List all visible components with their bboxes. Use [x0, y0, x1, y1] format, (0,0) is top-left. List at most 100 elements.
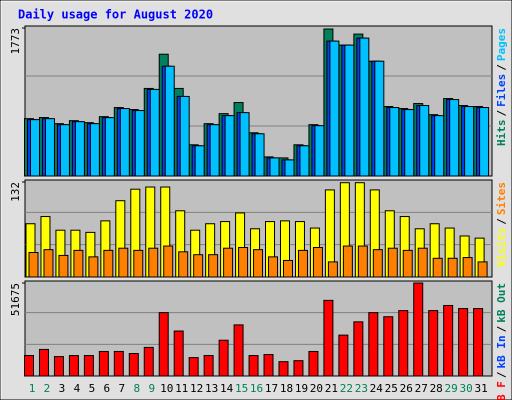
bar: [89, 123, 100, 177]
bar: [344, 44, 355, 177]
x-tick-label: 1: [29, 382, 36, 395]
bar: [389, 107, 400, 177]
bar: [342, 245, 353, 278]
x-tick-label: 27: [415, 382, 428, 395]
bar: [278, 361, 289, 377]
bar: [113, 350, 124, 377]
legend-separator: /: [495, 218, 508, 225]
bar: [477, 261, 488, 278]
legend-entry: kB Out: [495, 283, 508, 323]
bar: [312, 246, 323, 278]
bar: [239, 112, 250, 177]
bar: [413, 282, 424, 377]
bar: [194, 145, 205, 177]
bar: [179, 95, 190, 177]
bar: [203, 355, 214, 377]
bar: [458, 308, 469, 377]
legend-entry: Files: [495, 74, 508, 107]
x-tick-label: 19: [295, 382, 308, 395]
bar: [233, 324, 244, 377]
bar: [404, 109, 415, 177]
x-tick-label: 7: [119, 382, 126, 395]
bar: [447, 257, 458, 278]
bar: [44, 118, 55, 177]
bar: [253, 249, 264, 278]
bar: [462, 257, 473, 278]
bar: [119, 108, 130, 177]
x-tick-label: 12: [190, 382, 203, 395]
bar: [133, 249, 144, 278]
legend-entry: kB F: [495, 381, 508, 400]
x-tick-label: 13: [205, 382, 218, 395]
x-tick-label: 5: [89, 382, 96, 395]
bar: [383, 316, 394, 377]
x-tick-label: 24: [370, 382, 384, 395]
bar: [98, 350, 109, 377]
x-tick-label: 25: [385, 382, 398, 395]
x-tick-label: 6: [104, 382, 111, 395]
bar: [473, 308, 484, 377]
bar: [419, 105, 430, 177]
x-tick-label: 2: [44, 382, 51, 395]
legend-entry: Pages: [495, 28, 508, 61]
legend: Hits / Files / Pages: [495, 28, 508, 146]
bar: [104, 117, 115, 177]
x-tick-label: 17: [265, 382, 278, 395]
bar: [308, 350, 319, 377]
x-tick-label: 3: [59, 382, 66, 395]
bar: [387, 247, 398, 278]
bar: [434, 115, 445, 177]
x-tick-label: 9: [148, 382, 155, 395]
bar: [38, 348, 49, 377]
bar: [83, 355, 94, 377]
bar: [208, 254, 219, 278]
bar: [314, 125, 325, 177]
legend: kB F / kB In / kB Out: [495, 283, 508, 400]
legend-separator: /: [495, 64, 508, 71]
bar: [74, 121, 85, 177]
x-tick-label: 29: [445, 382, 458, 395]
bar: [24, 355, 34, 377]
bar: [28, 252, 39, 278]
bar: [372, 249, 383, 278]
x-tick-label: 14: [220, 382, 234, 395]
bar: [254, 133, 265, 177]
bar: [432, 257, 443, 278]
bar: [149, 88, 160, 177]
legend-separator: /: [495, 110, 508, 117]
bar: [479, 107, 490, 177]
bar: [282, 259, 293, 278]
x-tick-label: 30: [460, 382, 473, 395]
bar: [218, 339, 229, 377]
legend-entry: Sites: [495, 182, 508, 215]
y-tick-label: 51675: [9, 283, 22, 316]
bar: [43, 249, 54, 278]
bar: [327, 261, 338, 278]
bar: [68, 355, 79, 377]
bar: [428, 310, 439, 377]
bar: [248, 355, 259, 377]
bar: [449, 99, 460, 177]
bar: [329, 40, 340, 177]
x-tick-label: 20: [310, 382, 323, 395]
bar: [30, 119, 40, 177]
bar: [148, 247, 159, 278]
x-tick-label: 21: [325, 382, 338, 395]
x-tick-label: 4: [74, 382, 81, 395]
bar: [353, 321, 364, 377]
bar: [209, 124, 220, 177]
bar: [374, 60, 385, 177]
x-tick-label: 16: [250, 382, 263, 395]
bar: [53, 356, 64, 377]
bar: [59, 124, 70, 177]
bar: [143, 346, 154, 377]
bar: [223, 247, 234, 278]
bar: [224, 115, 235, 177]
bar: [464, 106, 475, 177]
chart-title: Daily usage for August 2020: [18, 8, 213, 22]
bar: [299, 145, 310, 177]
bar: [297, 249, 308, 278]
bar: [293, 360, 304, 377]
bar: [73, 249, 84, 278]
